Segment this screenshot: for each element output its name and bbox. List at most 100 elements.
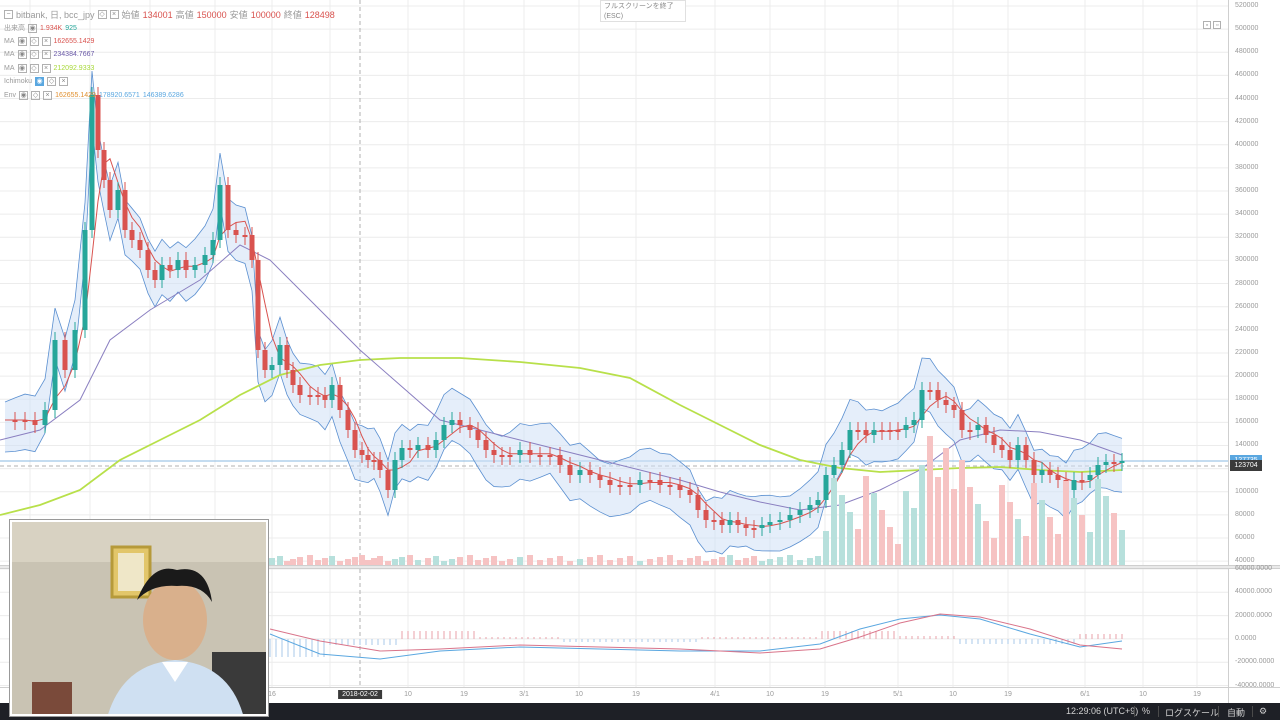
volume-bar <box>911 508 917 565</box>
band-upper-line <box>4 70 1123 502</box>
price-tick-label: 100000 <box>1235 487 1259 495</box>
candle-body <box>567 465 573 475</box>
candle-body <box>441 425 447 440</box>
volume-bar <box>839 495 845 565</box>
candle-body <box>337 385 343 410</box>
eye-icon[interactable]: ◉ <box>17 37 27 47</box>
volume-bar <box>627 556 633 565</box>
ohlc-open-label: 始値 <box>121 10 140 21</box>
time-axis[interactable]: 16 10 19 3/1 10 19 4/1 10 19 5/1 10 19 6/1 10 19 2018-0… <box>0 687 1228 703</box>
candle-body <box>1047 470 1053 475</box>
close-icon[interactable]: × <box>43 90 53 100</box>
volume-bar <box>499 561 505 565</box>
settings-icon[interactable]: ◇ <box>31 90 41 100</box>
ichimoku-label: Ichimoku <box>4 78 33 86</box>
collapse-icon[interactable]: − <box>4 10 13 20</box>
close-icon[interactable]: × <box>41 37 51 47</box>
volume-bar <box>399 557 405 565</box>
auto-scale-toggle[interactable]: 自動 <box>1227 708 1246 718</box>
volume-bar <box>1031 483 1037 565</box>
volume-bar <box>967 487 973 565</box>
candle-body <box>167 265 173 270</box>
volume-bar <box>943 448 949 565</box>
candle-body <box>815 500 821 505</box>
price-chart-canvas[interactable] <box>0 0 1228 565</box>
volume-bar <box>735 560 741 565</box>
candle-body <box>607 480 613 485</box>
candle-body <box>433 440 439 450</box>
settings-icon[interactable]: ◇ <box>47 77 57 87</box>
maximize-pane-icon[interactable]: ▫ <box>1203 21 1211 29</box>
volume-bar <box>887 527 893 565</box>
pane-controls: ▫ ▫ <box>1203 20 1222 29</box>
ohlc-low-value: 100000 <box>250 9 281 20</box>
eye-icon[interactable]: ◉ <box>17 63 27 73</box>
volume-bar <box>371 558 377 565</box>
time-tick-label: 10 <box>575 691 583 698</box>
bottom-toolbar: 12:29:06 (UTC+9) % ログスケール 自動 ⚙ <box>0 703 1280 720</box>
volume-bar <box>903 491 909 565</box>
eye-icon[interactable]: ◉ <box>19 90 29 100</box>
log-scale-toggle[interactable]: ログスケール <box>1165 708 1220 718</box>
time-tick-label: 19 <box>632 691 640 698</box>
eye-icon[interactable]: ◉ <box>17 50 27 60</box>
close-icon[interactable]: × <box>41 63 51 73</box>
volume-bar <box>823 531 829 565</box>
volume-value-1: 1.934K <box>40 24 63 32</box>
candle-body <box>217 185 223 240</box>
candle-body <box>1103 462 1109 465</box>
volume-bar <box>759 561 765 565</box>
volume-bar <box>377 556 383 565</box>
price-tick-label: 420000 <box>1235 117 1259 125</box>
close-icon[interactable]: × <box>109 10 119 20</box>
price-chart-pane[interactable] <box>0 0 1228 565</box>
candle-body <box>52 340 58 410</box>
legend-ma-row-2: MA ◉ ◇ × 234384.7667 <box>4 48 335 61</box>
eye-icon[interactable]: ◉ <box>28 23 37 33</box>
candle-body <box>911 420 917 425</box>
volume-bar <box>797 560 803 565</box>
close-icon[interactable]: × <box>41 50 51 60</box>
macd-tick-label: 60000.0000 <box>1235 565 1272 572</box>
percent-toggle[interactable]: % <box>1142 706 1151 716</box>
volume-bar <box>491 556 497 565</box>
volume-bar <box>1023 536 1029 565</box>
webcam-image <box>12 522 266 714</box>
candle-body <box>115 190 121 210</box>
settings-icon[interactable]: ◇ <box>29 37 39 47</box>
settings-icon[interactable]: ◇ <box>29 63 39 73</box>
volume-bar <box>951 489 957 565</box>
price-tick-label: 480000 <box>1235 48 1259 56</box>
candle-body <box>855 430 861 432</box>
price-tick-label: 340000 <box>1235 210 1259 218</box>
candle-body <box>202 255 208 265</box>
settings-icon[interactable]: ◇ <box>29 50 39 60</box>
time-tick-label: 5/1 <box>893 691 903 698</box>
bollinger-band <box>4 70 1123 555</box>
legend-symbol: bitbank, 日, bcc_jpy <box>16 10 95 21</box>
candle-body <box>249 235 255 260</box>
candle-body <box>777 520 783 522</box>
eye-icon[interactable]: ◉ <box>35 77 45 87</box>
price-axis[interactable]: 520000 500000 480000 460000 440000 420000 4000… <box>1228 0 1280 565</box>
restore-pane-icon[interactable]: ▫ <box>1213 21 1222 29</box>
candle-body <box>831 465 837 475</box>
ma-label-2: MA <box>4 51 15 59</box>
price-tick-label: 240000 <box>1235 325 1259 333</box>
gear-icon[interactable]: ⚙ <box>1259 706 1268 716</box>
macd-axis[interactable]: 60000.0000 40000.0000 20000.0000 0.0000 -200… <box>1228 565 1280 689</box>
price-tick-label: 280000 <box>1235 279 1259 287</box>
volume-bar <box>863 476 869 565</box>
candle-body <box>991 435 997 445</box>
band-fill <box>5 71 1122 554</box>
volume-bar <box>935 477 941 565</box>
volume-bar <box>1039 500 1045 565</box>
price-tick-label: 440000 <box>1235 94 1259 102</box>
price-tick-label: 60000 <box>1235 533 1255 541</box>
settings-icon[interactable]: ◇ <box>97 10 107 20</box>
close-icon[interactable]: × <box>59 77 69 87</box>
volume-bar <box>433 556 439 565</box>
candle-body <box>863 430 869 435</box>
candle-body <box>967 430 973 432</box>
legend-ichimoku-row: Ichimoku ◉ ◇ × <box>4 75 335 88</box>
